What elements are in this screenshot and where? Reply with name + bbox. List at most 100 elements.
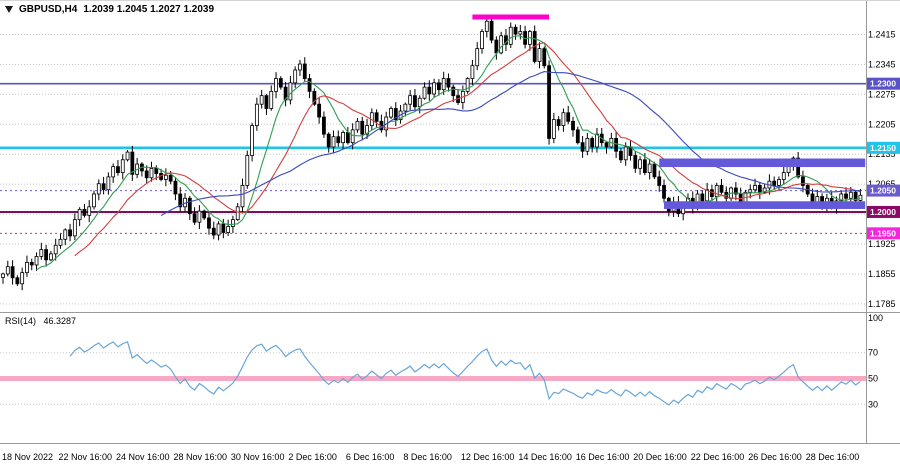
candle-body bbox=[235, 206, 240, 221]
price-badge-bg bbox=[867, 77, 900, 90]
candle-body bbox=[221, 223, 226, 233]
time-axis-label: 8 Dec 16:00 bbox=[403, 452, 452, 462]
candle-body bbox=[77, 208, 82, 221]
candle-body bbox=[604, 142, 609, 148]
candle-body bbox=[39, 249, 44, 257]
candle-body bbox=[700, 193, 705, 202]
candle-body bbox=[801, 176, 805, 186]
price-axis-label: 1.2345 bbox=[868, 59, 896, 69]
chart-title: GBPUSD,H4 1.2039 1.2045 1.2027 1.2039 bbox=[5, 4, 214, 15]
candle-body bbox=[619, 150, 623, 161]
price-axis-label: 1.2135 bbox=[868, 149, 896, 159]
candle-body bbox=[518, 31, 523, 35]
candle-body bbox=[355, 120, 360, 131]
candle-body bbox=[345, 132, 350, 144]
candle-body bbox=[72, 219, 77, 237]
time-axis-label: 30 Nov 16:00 bbox=[231, 452, 285, 462]
candle-body bbox=[408, 95, 413, 105]
time-axis-label: 2 Dec 16:00 bbox=[288, 452, 337, 462]
candle-body bbox=[82, 208, 87, 216]
candle-body bbox=[360, 120, 365, 135]
candle-body bbox=[34, 256, 39, 266]
price-badge-bg bbox=[867, 184, 900, 197]
price-badge-label: 1.1950 bbox=[870, 228, 896, 238]
candle-body bbox=[796, 157, 801, 178]
time-axis-label: 14 Dec 16:00 bbox=[518, 452, 572, 462]
chart-symbol-icon bbox=[5, 6, 13, 13]
time-axis: 18 Nov 2022 22 Nov 16:00 24 Nov 16:00 28 No… bbox=[2, 452, 859, 462]
ma-line-fast bbox=[36, 35, 861, 271]
candle-body bbox=[561, 112, 566, 126]
price-axis-label: 1.1855 bbox=[868, 269, 896, 279]
rsi-value: 46.3287 bbox=[43, 316, 77, 326]
resistance-zone-rect[interactable] bbox=[659, 158, 866, 168]
support-zone-rect[interactable] bbox=[664, 201, 866, 209]
price-level-badge: 1.1950 bbox=[867, 227, 900, 240]
candle-body bbox=[585, 138, 590, 152]
candle-body bbox=[288, 82, 293, 101]
candle-body bbox=[513, 26, 518, 35]
candle-body bbox=[202, 210, 207, 219]
candle-body bbox=[96, 183, 101, 195]
candle-body bbox=[274, 78, 278, 92]
price-grid: 1.2415 1.2345 1.2275 1.2205 1.2135 1.2065 1.19… bbox=[0, 30, 896, 309]
candle-body bbox=[422, 86, 427, 99]
candle-body bbox=[293, 69, 298, 84]
candle-body bbox=[365, 125, 369, 135]
moving-averages bbox=[36, 35, 861, 271]
candle-body bbox=[326, 133, 331, 148]
rsi-line bbox=[69, 341, 861, 406]
candle-body bbox=[475, 48, 480, 67]
candle-body bbox=[772, 180, 777, 186]
candle-body bbox=[647, 163, 652, 174]
candle-body bbox=[480, 31, 484, 50]
rsi-name: RSI(14) bbox=[5, 316, 37, 326]
candle-body bbox=[432, 82, 437, 95]
candle-body bbox=[240, 185, 245, 208]
price-level-badge: 1.2050 bbox=[867, 184, 900, 197]
candle-body bbox=[858, 194, 863, 201]
candle-body bbox=[231, 219, 235, 227]
candle-body bbox=[504, 35, 508, 45]
candle-body bbox=[484, 20, 489, 32]
price-axis-label: 1.2205 bbox=[868, 119, 896, 129]
price-badge-bg bbox=[867, 205, 900, 218]
price-level-badge: 1.2150 bbox=[867, 141, 900, 154]
candle-body bbox=[417, 97, 422, 108]
candle-body bbox=[63, 229, 68, 240]
time-axis-label: 22 Dec 16:00 bbox=[691, 452, 745, 462]
candle-body bbox=[427, 86, 432, 95]
rsi-indicator-label: RSI(14) 46.3287 bbox=[5, 316, 81, 326]
candle-body bbox=[848, 191, 853, 199]
price-badge-bg bbox=[867, 141, 900, 154]
candle-body bbox=[278, 78, 283, 88]
candle-body bbox=[839, 193, 844, 202]
candle-body bbox=[298, 63, 302, 71]
candle-body bbox=[331, 136, 336, 148]
rsi-axis-label: 70 bbox=[868, 348, 878, 358]
candle-body bbox=[642, 159, 647, 174]
candle-body bbox=[111, 166, 116, 178]
candle-body bbox=[705, 189, 710, 202]
candle-body bbox=[307, 78, 312, 92]
candle-body bbox=[446, 78, 451, 88]
candle-body bbox=[753, 185, 757, 191]
candle-body bbox=[733, 187, 738, 195]
time-axis-label: 24 Nov 16:00 bbox=[116, 452, 170, 462]
candle-body bbox=[15, 277, 20, 285]
candle-body bbox=[614, 138, 619, 152]
candle-body bbox=[341, 132, 345, 144]
candle-body bbox=[1, 273, 5, 278]
candle-body bbox=[187, 197, 192, 215]
candle-body bbox=[781, 172, 786, 180]
time-axis-label: 18 Nov 2022 bbox=[2, 452, 53, 462]
candle-body bbox=[662, 185, 666, 199]
candle-body bbox=[192, 213, 197, 223]
candle-body bbox=[317, 103, 322, 118]
candle-body bbox=[777, 179, 781, 186]
candle-body bbox=[571, 120, 575, 131]
candle-body bbox=[10, 266, 15, 279]
candle-body bbox=[125, 151, 130, 161]
candle-body bbox=[508, 26, 513, 45]
